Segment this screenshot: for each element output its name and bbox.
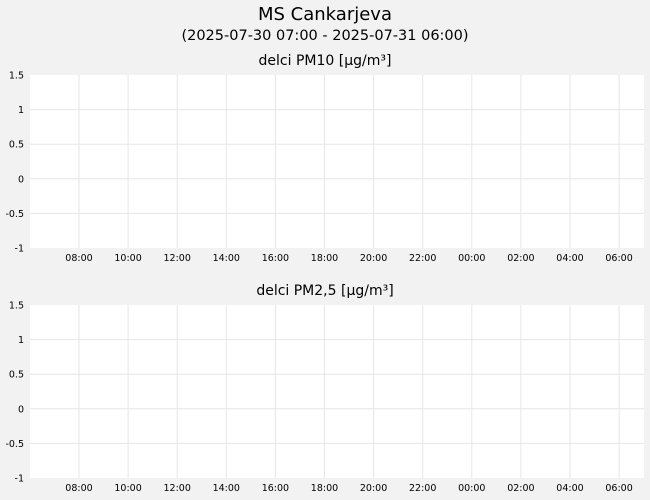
y-tick-label: 0.5 — [9, 140, 24, 151]
x-tick-label: 20:00 — [360, 253, 387, 264]
x-tick-label: 12:00 — [164, 483, 191, 494]
x-tick-label: 18:00 — [311, 253, 338, 264]
y-tick-label: 0 — [18, 174, 24, 185]
x-tick-label: 00:00 — [458, 253, 485, 264]
x-tick-label: 10:00 — [114, 483, 141, 494]
y-tick-label: 0.5 — [9, 370, 24, 381]
x-tick-label: 16:00 — [262, 483, 289, 494]
x-tick-label: 02:00 — [507, 483, 534, 494]
x-tick-label: 06:00 — [605, 253, 632, 264]
x-tick-label: 14:00 — [213, 253, 240, 264]
chart-title: delci PM10 [µg/m³] — [259, 53, 392, 69]
x-tick-label: 22:00 — [409, 483, 436, 494]
chart-panel-1: delci PM10 [µg/m³] 1.5 1 0.5 0 -0.5 -1 08:00 10:… — [5, 53, 644, 264]
x-tick-label: 04:00 — [556, 253, 583, 264]
charts-group: delci PM10 [µg/m³] 1.5 1 0.5 0 -0.5 -1 08:00 10:… — [5, 53, 644, 494]
page-title: MS Cankarjeva — [258, 4, 392, 25]
chart-title: delci PM2,5 [µg/m³] — [256, 283, 393, 299]
y-tick-label: 0 — [18, 404, 24, 415]
x-tick-label: 18:00 — [311, 483, 338, 494]
y-tick-label: -0.5 — [5, 209, 24, 220]
x-tick-label: 22:00 — [409, 253, 436, 264]
x-tick-label: 06:00 — [605, 483, 632, 494]
y-tick-label: -1 — [15, 244, 24, 255]
y-tick-label: 1.5 — [9, 301, 24, 312]
x-tick-label: 20:00 — [360, 483, 387, 494]
date-range: (2025-07-30 07:00 - 2025-07-31 06:00) — [181, 28, 468, 44]
x-tick-label: 10:00 — [114, 253, 141, 264]
x-tick-label: 00:00 — [458, 483, 485, 494]
chart-panel-2: delci PM2,5 [µg/m³] 1.5 1 0.5 0 -0.5 -1 08:00 10… — [5, 283, 644, 494]
y-tick-label: 1 — [18, 105, 24, 116]
plot-area — [30, 305, 644, 478]
x-tick-label: 16:00 — [262, 253, 289, 264]
y-tick-label: -1 — [15, 474, 24, 485]
x-tick-label: 14:00 — [213, 483, 240, 494]
y-tick-label: 1 — [18, 335, 24, 346]
y-tick-label: 1.5 — [9, 71, 24, 82]
y-tick-label: -0.5 — [5, 439, 24, 450]
plot-area — [30, 75, 644, 248]
x-tick-label: 08:00 — [65, 253, 92, 264]
x-tick-label: 04:00 — [556, 483, 583, 494]
x-tick-label: 02:00 — [507, 253, 534, 264]
x-tick-label: 12:00 — [164, 253, 191, 264]
x-tick-label: 08:00 — [65, 483, 92, 494]
